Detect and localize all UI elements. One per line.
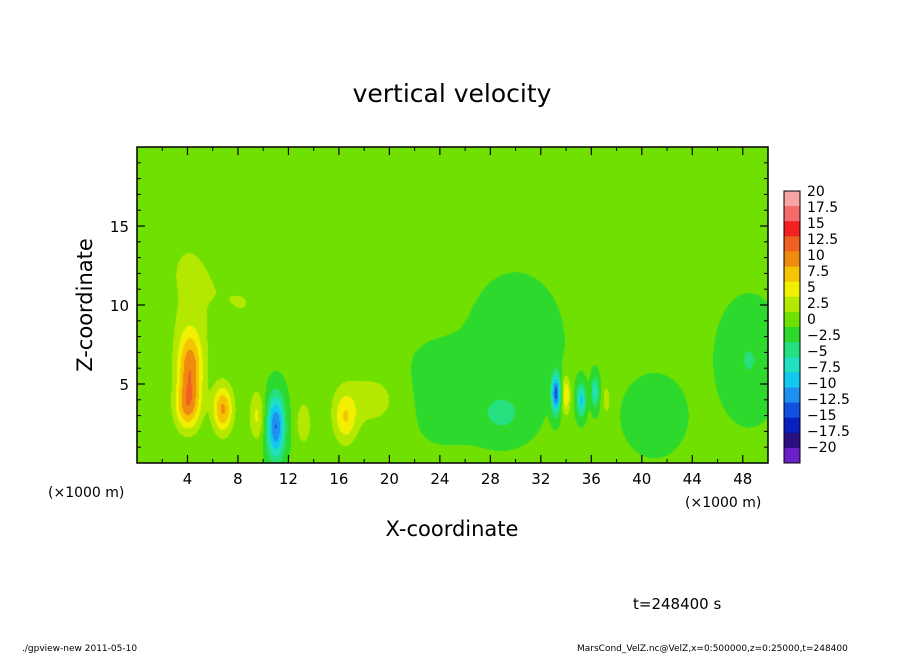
x-tick-label: 40 xyxy=(632,470,651,488)
colorbar-frame xyxy=(783,190,801,464)
colorbar-swatch xyxy=(784,266,800,282)
colorbar-label: 12.5 xyxy=(807,232,838,248)
colorbar-swatch xyxy=(784,357,800,373)
x-tick-label: 32 xyxy=(531,470,550,488)
colorbar-label: 17.5 xyxy=(807,200,838,216)
colorbar-swatch xyxy=(784,281,800,298)
x-tick-label: 4 xyxy=(183,470,193,488)
colorbar-swatch xyxy=(784,311,800,328)
colorbar-swatch xyxy=(784,387,800,403)
colorbar-label: −12.5 xyxy=(807,392,850,408)
time-label: t=248400 s xyxy=(633,595,721,613)
colorbar-label: −7.5 xyxy=(807,360,841,376)
x-tick-label: 28 xyxy=(481,470,500,488)
colorbar-label: 20 xyxy=(807,184,825,200)
colorbar-swatch xyxy=(784,221,800,237)
x-unit-right: (×1000 m) xyxy=(685,495,761,511)
colorbar-label: −15 xyxy=(807,408,837,424)
colorbar-label: 2.5 xyxy=(807,296,829,312)
colorbar-swatch xyxy=(784,342,800,358)
x-tick-label: 24 xyxy=(430,470,449,488)
colorbar-label: 15 xyxy=(807,216,825,232)
y-tick-label: 15 xyxy=(110,218,129,236)
x-tick-label: 20 xyxy=(380,470,399,488)
x-tick-label: 12 xyxy=(279,470,298,488)
colorbar-swatch xyxy=(784,206,800,222)
colorbar: 2017.51512.5107.552.50−2.5−5−7.5−10−12.5… xyxy=(783,184,850,464)
colorbar-swatch xyxy=(784,251,800,267)
colorbar-swatch xyxy=(784,447,800,464)
x-tick-label: 8 xyxy=(233,470,243,488)
colorbar-swatch xyxy=(784,372,800,388)
chart-title: vertical velocity xyxy=(353,79,552,108)
colorbar-swatch xyxy=(784,327,800,343)
heatmap-canvas xyxy=(137,147,768,463)
colorbar-swatch xyxy=(784,402,800,418)
colorbar-label: −17.5 xyxy=(807,424,850,440)
colorbar-label: 7.5 xyxy=(807,264,829,280)
x-tick-label: 48 xyxy=(733,470,752,488)
colorbar-swatch xyxy=(784,236,800,252)
x-tick-label: 36 xyxy=(582,470,601,488)
x-unit-left: (×1000 m) xyxy=(48,485,124,501)
colorbar-label: −20 xyxy=(807,440,837,456)
footer-right: MarsCond_VelZ.nc@VelZ,x=0:500000,z=0:250… xyxy=(577,644,848,654)
x-tick-label: 44 xyxy=(683,470,702,488)
colorbar-label: 10 xyxy=(807,248,825,264)
y-tick-label: 10 xyxy=(110,297,129,315)
footer-left: ./gpview-new 2011-05-10 xyxy=(22,644,137,654)
colorbar-label: 0 xyxy=(807,312,816,328)
x-axis-label: X-coordinate xyxy=(386,517,519,541)
x-tick-label: 16 xyxy=(329,470,348,488)
colorbar-swatch xyxy=(784,432,800,449)
colorbar-swatch xyxy=(784,191,800,207)
colorbar-label: −5 xyxy=(807,344,828,360)
colorbar-label: −10 xyxy=(807,376,837,392)
colorbar-swatch xyxy=(784,296,800,313)
y-axis-label: Z-coordinate xyxy=(73,238,97,372)
colorbar-label: −2.5 xyxy=(807,328,841,344)
y-tick-label: 5 xyxy=(119,376,129,394)
y-axis-ticks: 5 10 15 xyxy=(110,162,768,448)
colorbar-swatch xyxy=(784,417,800,434)
x-axis-ticks: 4 8 12 16 20 24 28 32 36 40 44 48 xyxy=(161,147,752,488)
colorbar-label: 5 xyxy=(807,280,816,296)
